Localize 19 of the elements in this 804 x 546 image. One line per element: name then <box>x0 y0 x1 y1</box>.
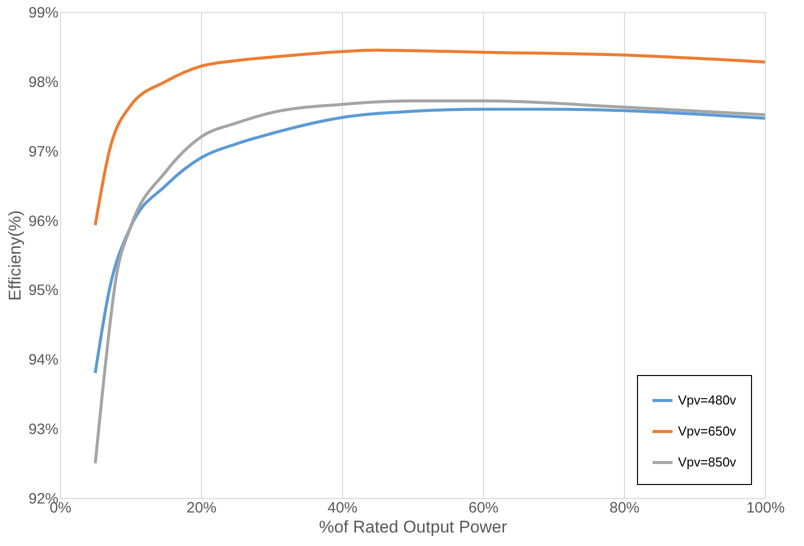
x-tick-label: 80% <box>609 500 640 516</box>
line-series <box>94 48 766 227</box>
x-tick-label: 40% <box>327 500 358 516</box>
x-tick-label: 60% <box>468 500 499 516</box>
y-tick-label: 94% <box>28 352 58 369</box>
y-tick-label: 93% <box>28 421 58 438</box>
legend-label: Vpv=850v <box>678 454 737 470</box>
x-tick-label: 20% <box>186 500 217 516</box>
y-axis-title: Efficieny(%) <box>5 210 24 301</box>
y-tick-label: 98% <box>28 74 58 91</box>
y-tick-label: 96% <box>28 212 58 230</box>
x-axis-title: %of Rated Output Power <box>318 518 508 536</box>
y-tick-label: 95% <box>28 282 58 300</box>
y-tick-label: 97% <box>28 143 58 160</box>
y-tick-label: 99% <box>28 4 58 22</box>
legend-label: Vpv=480v <box>678 392 737 408</box>
line-series <box>94 108 766 375</box>
x-tick-label: 100% <box>746 500 785 516</box>
legend-label: Vpv=650v <box>678 424 737 438</box>
